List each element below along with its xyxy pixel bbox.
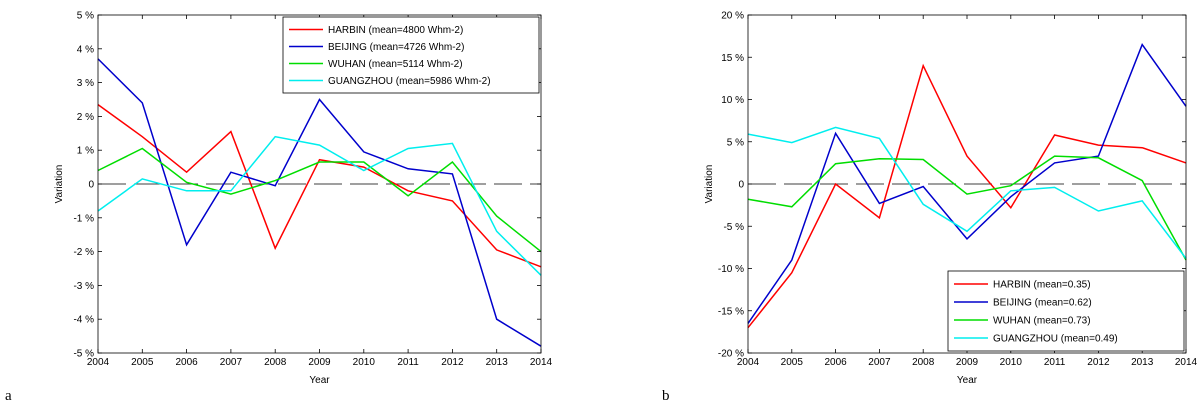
x-tick-label: 2008: [264, 357, 287, 368]
y-axis-label: Variation: [54, 165, 65, 204]
y-axis-label: Variation: [704, 165, 715, 204]
x-tick-label: 2007: [220, 357, 243, 368]
x-tick-label: 2013: [1131, 357, 1154, 368]
x-tick-label: 2009: [308, 357, 331, 368]
x-axis-label: Year: [309, 375, 330, 386]
chart-panel-a: 2004 2005 2006 2007 2008 2009 2010 2011 2012 2013…: [5, 11, 553, 405]
legend-entry-2: WUHAN (mean=5114 Whm-2): [328, 59, 463, 70]
y-tick-label: 3 %: [77, 78, 94, 89]
x-tick-label: 2007: [868, 357, 891, 368]
series-line-2: [97, 147, 542, 253]
x-tick-label: 2011: [1044, 357, 1066, 368]
y-tick-label: -2 %: [73, 247, 94, 258]
legend-entry-1: BEIJING (mean=0.62): [993, 298, 1092, 309]
x-tick-label: 2014: [530, 357, 553, 368]
panel-label: b: [662, 388, 670, 404]
y-tick-label: 2 %: [77, 112, 94, 123]
y-tick-label: 4 %: [77, 44, 94, 55]
y-tick-label: 5 %: [727, 137, 744, 148]
y-tick-label: -5 %: [73, 349, 94, 360]
legend-entry-2: WUHAN (mean=0.73): [993, 316, 1091, 327]
series-line-0: [747, 63, 1187, 329]
legend-entry-1: BEIJING (mean=4726 Whm-2): [328, 42, 464, 53]
legend-entry-0: HARBIN (mean=0.35): [993, 280, 1091, 291]
series-line-2: [747, 155, 1187, 261]
x-tick-label: 2010: [353, 357, 376, 368]
x-tick-label: 2009: [956, 357, 979, 368]
y-tick-label: 0: [88, 180, 94, 191]
x-tick-label: 2010: [1000, 357, 1023, 368]
y-tick-label: -15 %: [718, 306, 744, 317]
y-tick-label: 0: [738, 180, 744, 191]
series-line-1: [97, 58, 542, 347]
y-tick-label: 15 %: [721, 53, 744, 64]
legend: HARBIN (mean=0.35) BEIJING (mean=0.62) WUH…: [947, 270, 1185, 352]
x-tick-label: 2008: [912, 357, 935, 368]
x-tick-label: 2005: [781, 357, 804, 368]
x-tick-label: 2005: [131, 357, 154, 368]
x-tick-label: 2012: [441, 357, 464, 368]
y-tick-label: 1 %: [77, 146, 94, 157]
series-line-0: [97, 103, 542, 268]
chart-panel-b: 2004 2005 2006 2007 2008 2009 2010 2011 2012 2013…: [662, 11, 1198, 405]
x-tick-label: 2006: [175, 357, 198, 368]
legend-entry-3: GUANGZHOU (mean=5986 Whm-2): [328, 76, 491, 87]
y-tick-label: 5 %: [77, 11, 94, 22]
y-tick-label: -3 %: [73, 281, 94, 292]
legend-box: [282, 16, 540, 94]
x-tick-label: 2013: [486, 357, 509, 368]
y-tick-label: -20 %: [718, 349, 744, 360]
legend-entry-3: GUANGZHOU (mean=0.49): [993, 334, 1118, 345]
x-tick-label: 2011: [397, 357, 419, 368]
y-tick-label: 10 %: [721, 95, 744, 106]
y-tick-label: -10 %: [718, 264, 744, 275]
panel-label: a: [5, 388, 12, 404]
legend-entry-0: HARBIN (mean=4800 Whm-2): [328, 25, 463, 36]
y-tick-label: 20 %: [721, 11, 744, 22]
x-axis-label: Year: [957, 375, 978, 386]
series-line-3: [97, 135, 542, 276]
series-line-1: [747, 43, 1187, 324]
legend: HARBIN (mean=4800 Whm-2) BEIJING (mean=47…: [282, 16, 540, 94]
x-tick-label: 2006: [824, 357, 847, 368]
x-tick-label: 2004: [737, 357, 760, 368]
series-line-3: [747, 126, 1187, 259]
y-tick-label: -4 %: [73, 315, 94, 326]
x-tick-label: 2004: [87, 357, 110, 368]
y-tick-label: -1 %: [73, 213, 94, 224]
y-tick-label: -5 %: [723, 222, 744, 233]
x-tick-label: 2012: [1087, 357, 1110, 368]
x-tick-label: 2014: [1175, 357, 1198, 368]
